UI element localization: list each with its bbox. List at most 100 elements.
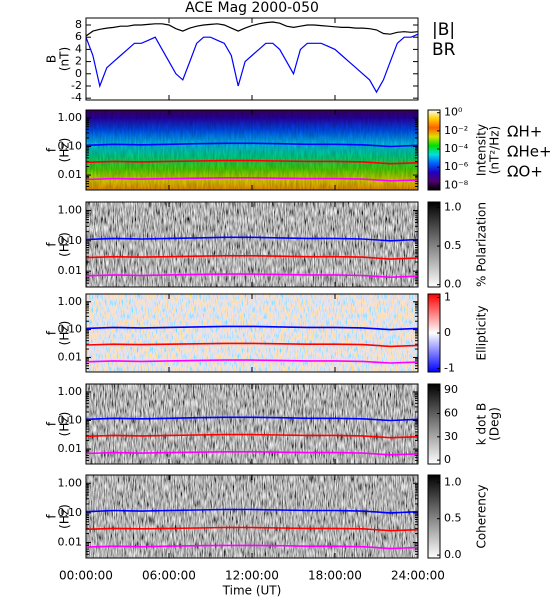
plot-frame — [85, 474, 419, 559]
colorbar-tick-label: 90 — [444, 383, 458, 396]
y-tick-label: 0.10 — [58, 323, 83, 336]
series-line — [85, 359, 419, 364]
y-tick-label: 0.10 — [58, 414, 83, 427]
series-line — [85, 416, 419, 422]
plot-frame — [85, 201, 419, 288]
colorbar-label: (nT²/Hz) — [488, 126, 502, 174]
plot-frame — [85, 293, 419, 373]
colorbar-tick-label: 0.0 — [444, 278, 462, 291]
y-tick-label: 0.10 — [58, 140, 83, 153]
colorbar — [427, 201, 441, 288]
y-tick-label: 1.00 — [58, 111, 83, 124]
series-line — [85, 508, 419, 514]
series-line — [85, 33, 419, 94]
spectrogram-background — [86, 384, 418, 464]
series-line — [85, 236, 419, 242]
y-tick-label: 0.10 — [58, 506, 83, 519]
series-line — [85, 451, 419, 456]
spectrogram-background — [86, 294, 418, 372]
colorbar — [427, 109, 441, 191]
series-line — [85, 159, 419, 165]
y-axis-label: (Hz) — [58, 412, 72, 437]
series-line — [85, 544, 419, 550]
colorbar-tick-label: 1 — [444, 291, 451, 304]
colorbar-tick-label: 10⁻⁴ — [444, 142, 469, 155]
legend-label: ΩH+ — [507, 123, 542, 141]
colorbar — [427, 474, 441, 559]
spectrogram-background — [86, 202, 418, 287]
y-tick-label: 0.01 — [58, 168, 83, 181]
colorbar-label: Ellipticity — [475, 306, 489, 361]
y-axis-label: (nT) — [58, 47, 72, 71]
series-line — [85, 342, 419, 348]
x-tick-label: 06:00:00 — [142, 569, 196, 583]
colorbar-tick-label: -1 — [444, 361, 455, 374]
y-tick-label: 4 — [75, 42, 82, 55]
y-tick-label: 2 — [75, 55, 82, 68]
legend-label: BR — [432, 40, 456, 60]
y-tick-label: 0.10 — [58, 234, 83, 247]
y-axis-label: (Hz) — [58, 504, 72, 529]
y-axis-label: f — [45, 514, 59, 519]
x-tick-label: 00:00:00 — [59, 569, 113, 583]
colorbar-tick-label: 30 — [444, 430, 458, 443]
colorbar-label: k dot B — [475, 403, 489, 445]
colorbar-label: % Polarization — [475, 202, 489, 287]
y-tick-label: 0.01 — [58, 442, 83, 455]
y-tick-label: 0.01 — [58, 264, 83, 277]
y-tick-label: 6 — [75, 30, 82, 43]
y-axis-label: B — [45, 55, 59, 63]
y-axis-label: f — [45, 421, 59, 426]
colorbar-tick-label: 10⁰ — [444, 106, 463, 119]
y-axis-label: f — [45, 147, 59, 152]
y-tick-label: 1.00 — [58, 385, 83, 398]
colorbar-tick-label: 10⁻⁸ — [444, 178, 469, 191]
colorbar-label: (Deg) — [488, 407, 502, 441]
series-line — [85, 177, 419, 182]
y-axis-label: (Hz) — [58, 232, 72, 257]
colorbar-tick-label: 10⁻⁶ — [444, 160, 469, 173]
series-line — [85, 526, 419, 532]
series-line — [85, 142, 419, 148]
y-tick-label: 1.00 — [58, 295, 83, 308]
y-tick-label: 0 — [75, 67, 82, 80]
chart-title: ACE Mag 2000-050 — [185, 0, 319, 16]
spectrogram-texture — [86, 110, 418, 190]
legend-label: |B| — [432, 20, 455, 40]
spectrogram-background — [86, 475, 418, 558]
colorbar-label: Intensity — [475, 124, 489, 176]
y-tick-label: 1.00 — [58, 203, 83, 216]
y-axis-label: f — [45, 330, 59, 335]
x-tick-label: 12:00:00 — [225, 569, 279, 583]
y-tick-label: 0.01 — [58, 536, 83, 549]
colorbar-tick-label: 10⁻² — [444, 124, 468, 137]
legend-label: ΩHe+ — [507, 143, 550, 161]
series-line — [85, 21, 419, 37]
plot-frame — [85, 17, 419, 101]
colorbar — [427, 383, 441, 465]
y-tick-label: -4 — [71, 91, 82, 104]
y-axis-label: (Hz) — [58, 321, 72, 346]
legend-label: ΩO+ — [507, 163, 543, 181]
colorbar-tick-label: 1.0 — [444, 200, 462, 213]
colorbar-label: Coherency — [475, 484, 489, 548]
series-line — [85, 255, 419, 260]
x-tick-label: 18:00:00 — [308, 569, 362, 583]
colorbar-tick-label: 0 — [444, 326, 451, 339]
series-line — [85, 433, 419, 439]
colorbar-tick-label: 0 — [444, 453, 451, 466]
y-tick-label: 8 — [75, 18, 82, 31]
colorbar-tick-label: 0.5 — [444, 239, 462, 252]
y-axis-label: f — [45, 242, 59, 247]
plot-frame — [85, 383, 419, 465]
x-tick-label: 24:00:00 — [391, 569, 445, 583]
series-line — [85, 273, 419, 279]
x-axis-label: Time (UT) — [222, 584, 282, 598]
y-tick-label: 0.01 — [58, 350, 83, 363]
y-tick-label: 1.00 — [58, 476, 83, 489]
colorbar-tick-label: 0.5 — [444, 512, 462, 525]
plot-frame — [85, 109, 419, 191]
colorbar-tick-label: 0.0 — [444, 548, 462, 561]
y-tick-label: -2 — [71, 79, 82, 92]
